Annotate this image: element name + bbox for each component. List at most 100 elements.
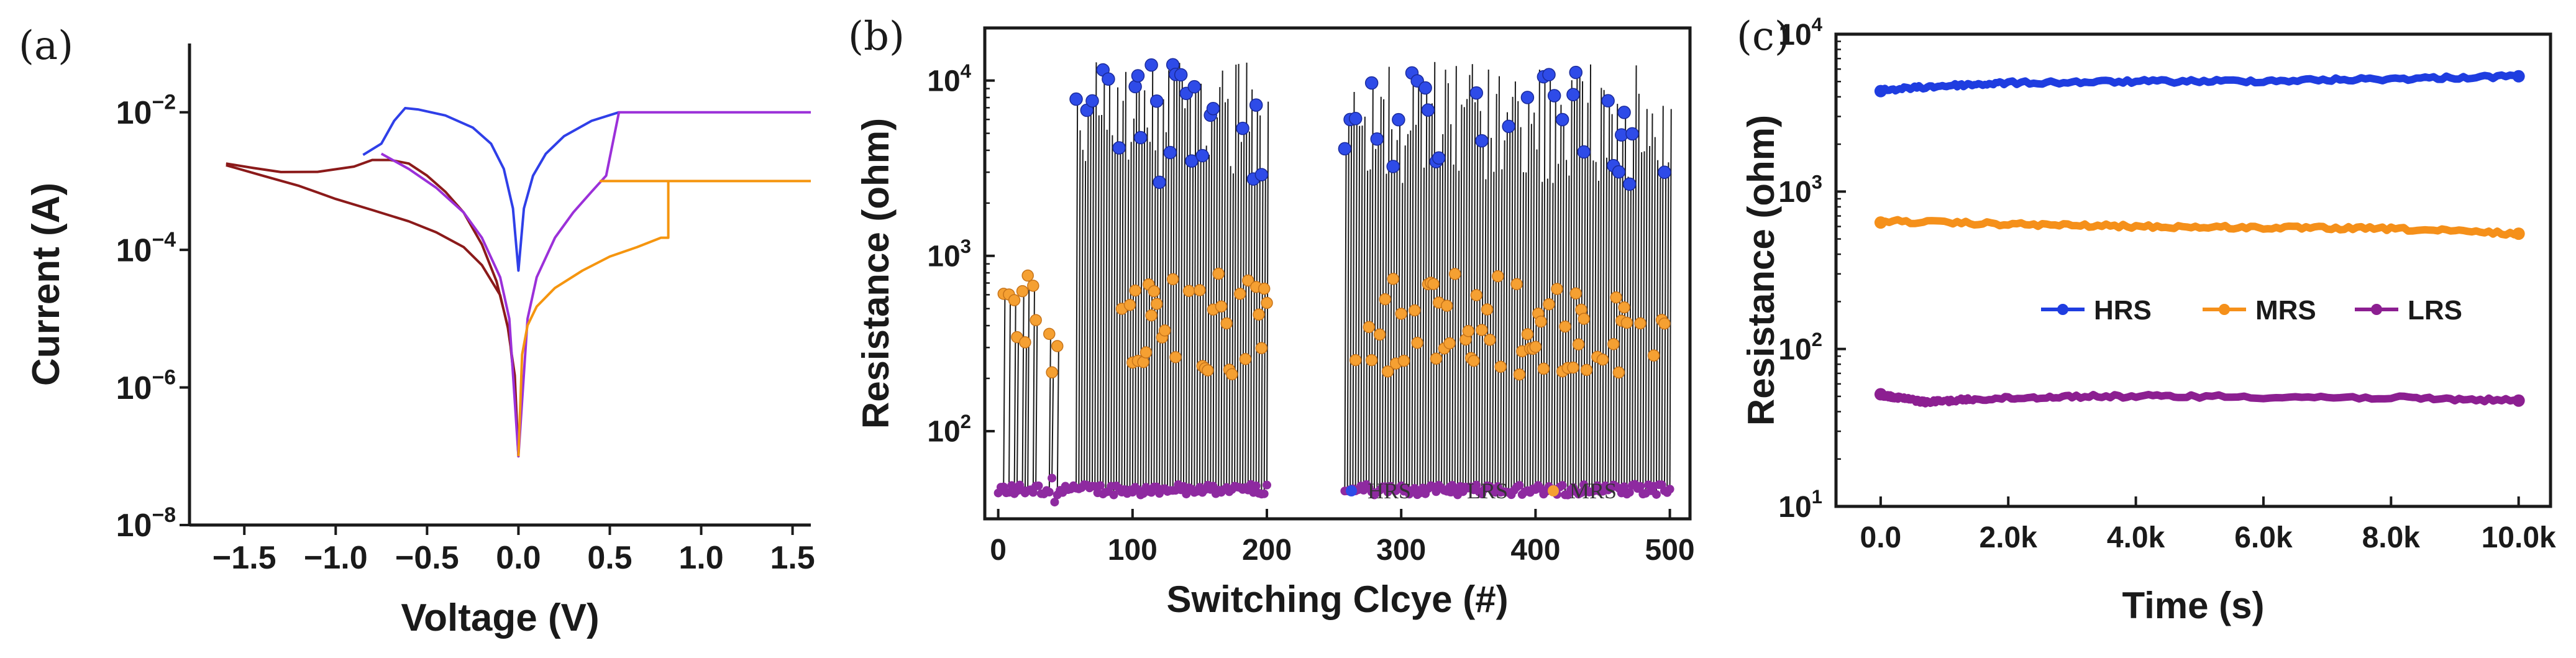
mrs-point [1559, 320, 1571, 333]
switching-line [1145, 127, 1148, 488]
switching-line [1438, 158, 1441, 485]
retention-line [1879, 71, 2519, 95]
switching-line [1207, 155, 1210, 485]
switching-line [1379, 96, 1382, 490]
switching-line [1177, 63, 1181, 485]
hrs-point [1236, 121, 1249, 135]
switching-line [1433, 62, 1436, 487]
hrs-point [1249, 98, 1263, 112]
switching-line [1371, 83, 1374, 492]
retention-line [1879, 216, 2520, 239]
x-axis-title: Time (s) [2122, 585, 2265, 626]
mrs-point [1462, 325, 1475, 337]
switching-line [1669, 109, 1672, 490]
mrs-point [1215, 300, 1228, 313]
switching-line [1451, 164, 1455, 486]
switching-line [1102, 70, 1105, 495]
hrs-point [1163, 145, 1177, 160]
switching-line [1212, 108, 1215, 487]
x-tick-label: 0.0 [1860, 521, 1902, 554]
switching-line [1500, 169, 1503, 493]
switching-line [1612, 165, 1615, 485]
mrs-point [1150, 298, 1163, 310]
switching-line [1545, 178, 1548, 491]
mrs-point [1027, 280, 1039, 292]
y-tick-label: 102 [1778, 329, 1822, 367]
mrs-point [1395, 308, 1407, 320]
switching-line [1137, 75, 1140, 490]
y-axis-title: Current (A) [25, 183, 68, 386]
mrs-point [1535, 315, 1547, 328]
switching-line [1446, 83, 1449, 491]
mrs-point [1261, 296, 1273, 309]
mrs-point [1140, 346, 1153, 359]
switching-line [1397, 119, 1401, 489]
x-tick-label: 200 [1242, 534, 1292, 567]
mrs-point [1381, 365, 1394, 378]
hrs-point [1144, 58, 1158, 72]
switching-line [1180, 75, 1183, 490]
switching-line [1653, 137, 1656, 487]
y-tick-label: 104 [1778, 14, 1822, 52]
switching-line [1228, 166, 1231, 492]
y-tick-label: 102 [927, 411, 971, 449]
switching-line [1086, 110, 1089, 485]
mrs-point [1543, 298, 1555, 311]
mrs-point [1647, 349, 1660, 362]
legend-marker [1445, 485, 1456, 496]
switching-line [1422, 167, 1425, 488]
switching-line [1435, 162, 1438, 492]
switching-line [1123, 71, 1126, 490]
switching-line [1261, 175, 1264, 495]
plot-frame [983, 26, 1692, 521]
x-tick-label: 0.0 [496, 540, 541, 576]
plot-frame [1834, 32, 2552, 508]
switching-line [1126, 159, 1130, 494]
hrs-point [1128, 80, 1142, 94]
mrs-point [1158, 324, 1171, 337]
switching-line [1376, 139, 1379, 493]
switching-line [1350, 119, 1353, 490]
mrs-point [1226, 368, 1238, 381]
hrs-point [1392, 112, 1405, 127]
mrs-point [1481, 303, 1494, 316]
hrs-point [1625, 127, 1639, 141]
switching-line [1083, 161, 1087, 485]
switching-lines [1003, 62, 1672, 495]
hrs-point [1069, 92, 1083, 106]
switching-line [1360, 126, 1363, 487]
switching-line [1344, 149, 1347, 491]
switching-line [1107, 79, 1111, 492]
switching-line [1532, 112, 1535, 489]
switching-line [1384, 173, 1387, 487]
switching-line [1089, 105, 1092, 488]
switching-line [1151, 65, 1154, 493]
mrs-point [1569, 287, 1582, 299]
switching-line [1236, 63, 1240, 487]
lrs-point [1651, 490, 1661, 499]
switching-line [1346, 125, 1350, 491]
y-tick-label: 103 [1778, 171, 1822, 209]
switching-line [1169, 152, 1172, 491]
switching-line [1182, 108, 1186, 487]
lrs-point [1620, 482, 1629, 491]
mrs-point [1258, 282, 1271, 295]
switching-line [1459, 104, 1463, 487]
y-tick-label: 10−8 [116, 503, 176, 544]
mrs-point [1365, 354, 1378, 367]
switching-line [1464, 99, 1468, 487]
mrs-point [1610, 291, 1622, 304]
legend-label: MRS [2255, 295, 2316, 326]
switching-line [1540, 181, 1543, 489]
y-axis-title: Resistance (ohm) [855, 118, 897, 429]
switching-line [1478, 111, 1481, 492]
hrs-point [1370, 132, 1384, 146]
hrs-point [1153, 175, 1166, 190]
mrs-point [1212, 267, 1225, 280]
hrs-point [1254, 168, 1269, 181]
switching-line [1580, 81, 1584, 493]
switching-line [1510, 96, 1514, 495]
switching-line [1492, 171, 1495, 491]
lrs-point [1251, 481, 1261, 490]
hrs-point [1364, 76, 1379, 90]
